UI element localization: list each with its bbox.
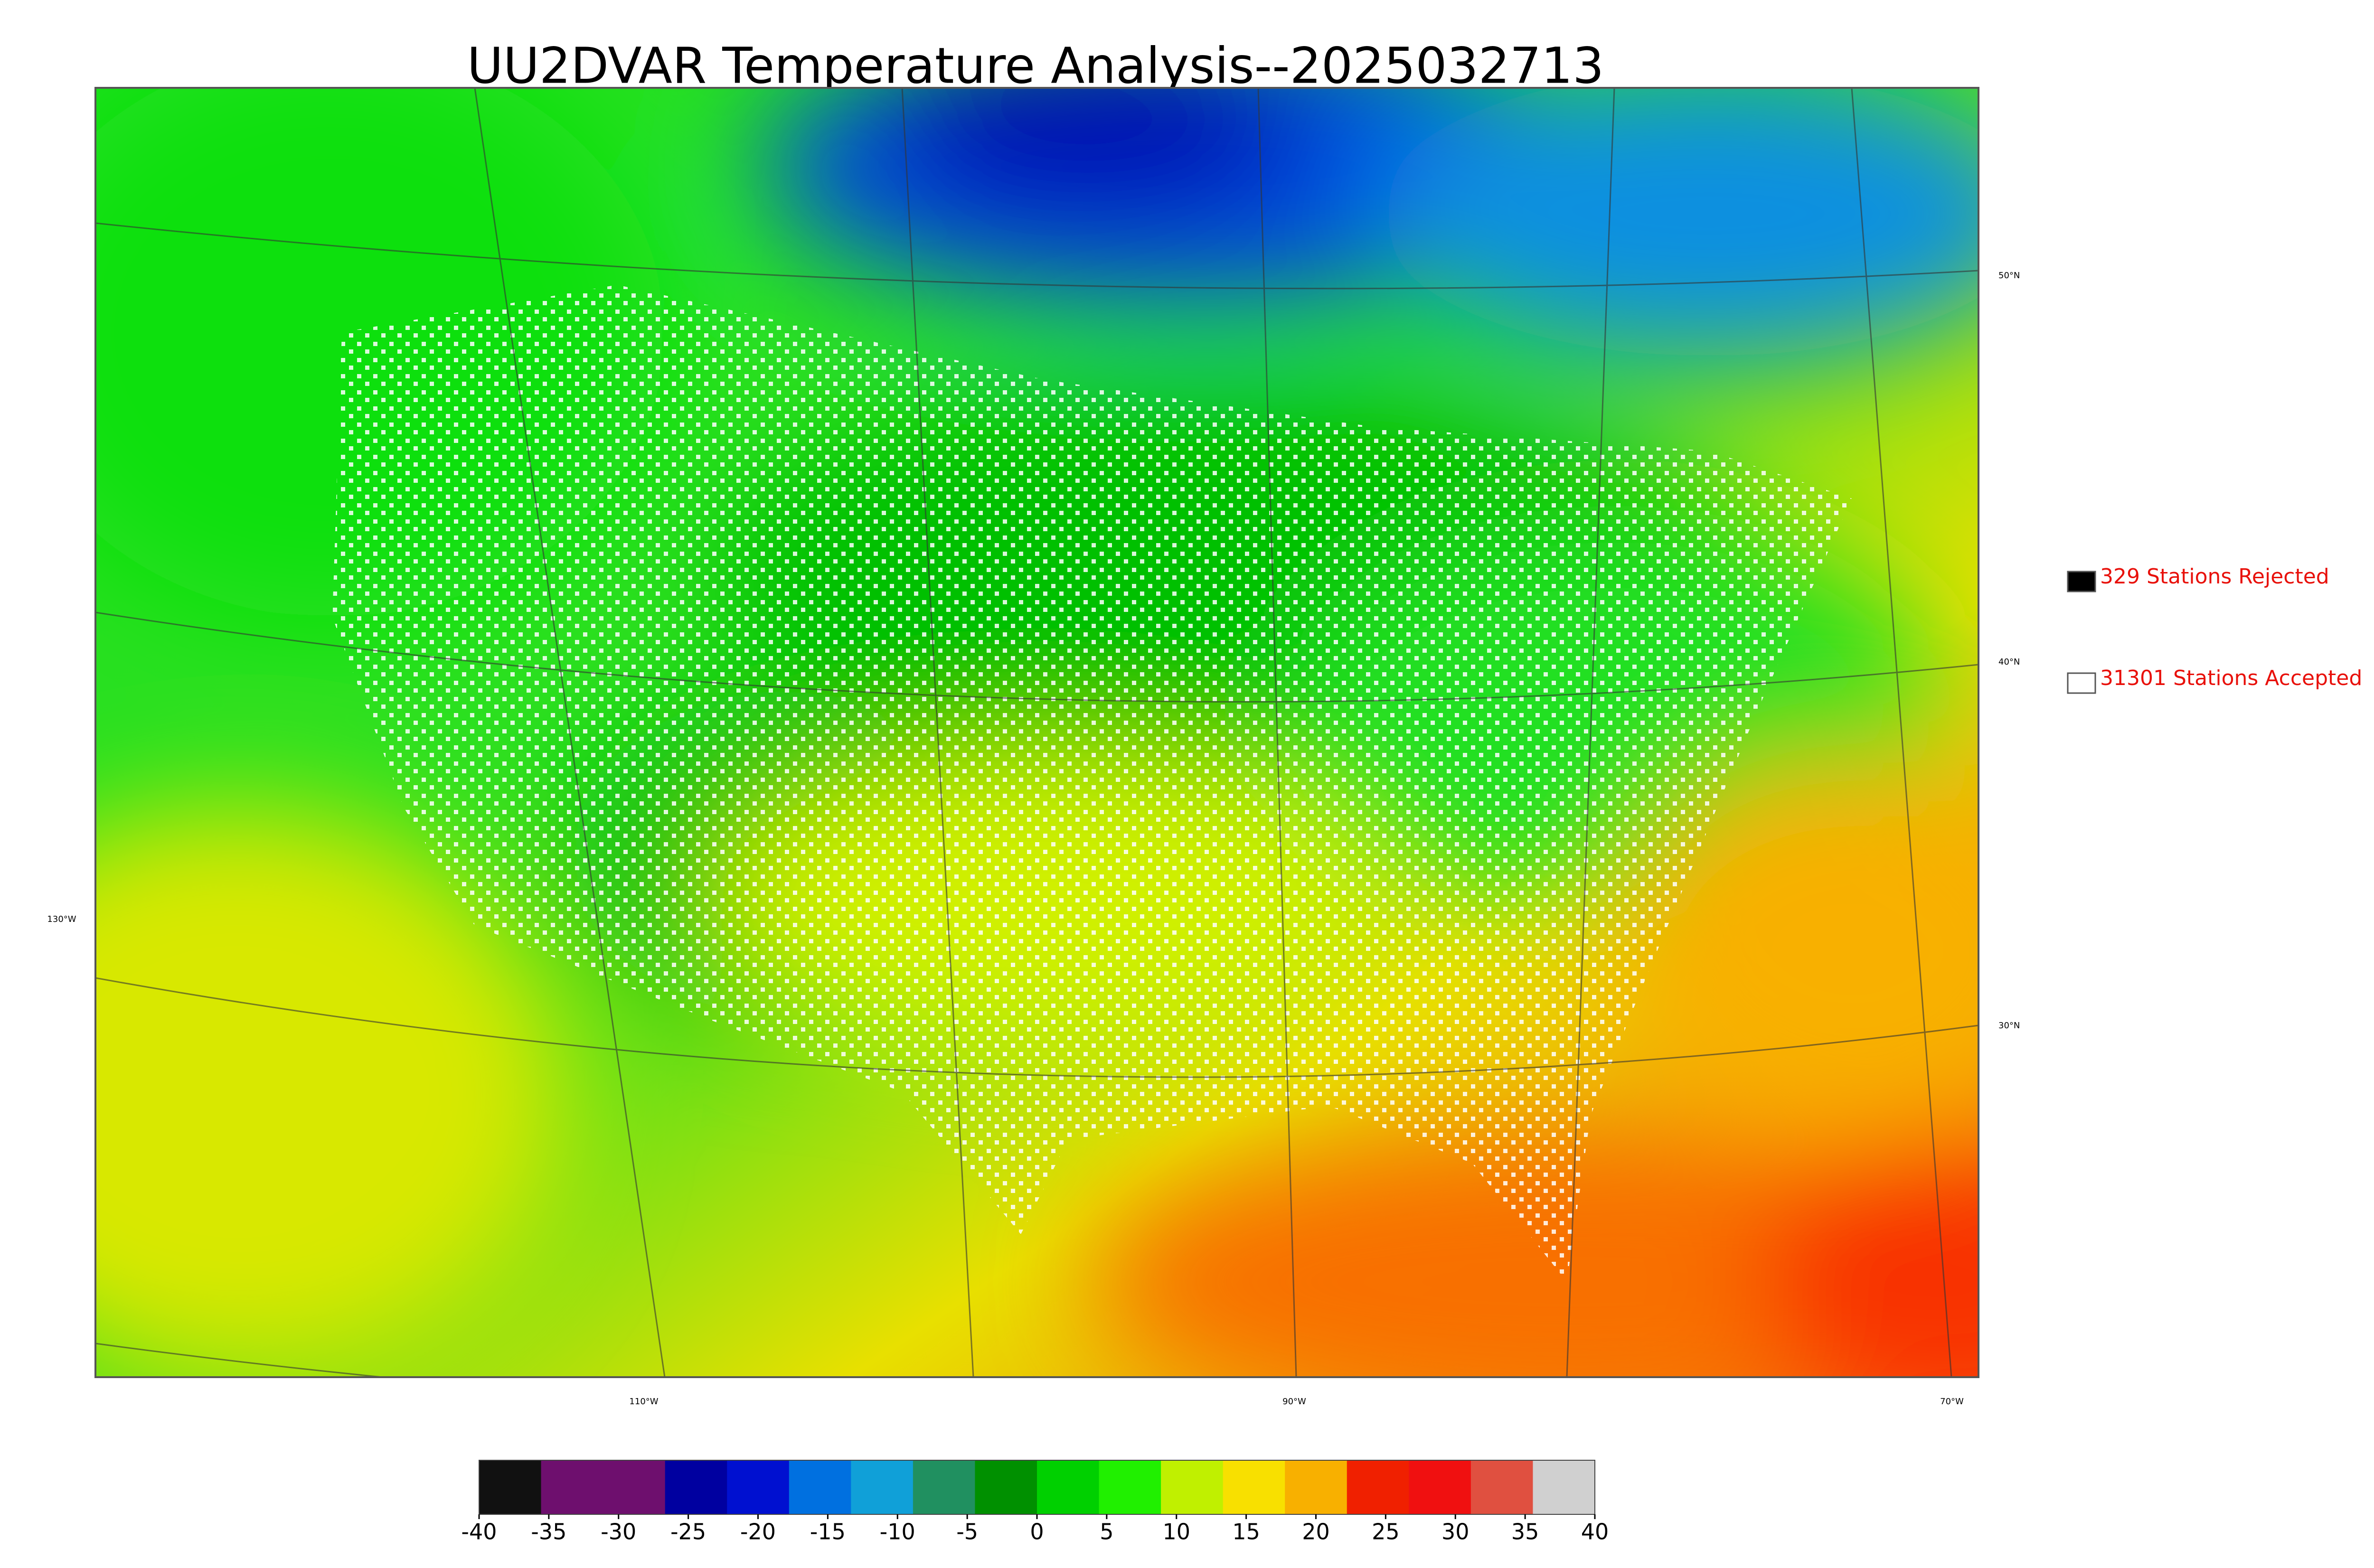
colorbar-segment	[913, 1460, 976, 1514]
colorbar-segment	[727, 1460, 790, 1514]
colorbar-tick-label: -15	[810, 1519, 846, 1545]
colorbar-tick-label: 25	[1372, 1519, 1400, 1545]
colorbar-tick-label: 20	[1302, 1519, 1330, 1545]
colorbar-tick-label: -30	[601, 1519, 636, 1545]
longitude-label: 110°W	[629, 1397, 658, 1407]
colorbar-tick-label: -40	[461, 1519, 497, 1545]
colorbar-segment	[975, 1460, 1037, 1514]
colorbar-tick-label: 35	[1511, 1519, 1539, 1545]
longitude-label: 130°W	[47, 914, 76, 924]
colorbar-segment	[479, 1460, 542, 1514]
legend-swatch	[2067, 672, 2096, 694]
colorbar-segment	[1409, 1460, 1471, 1514]
legend-label: 329 Stations Rejected	[2100, 564, 2329, 589]
colorbar-tick-label: 30	[1441, 1519, 1470, 1545]
longitude-label: 70°W	[1940, 1397, 1964, 1407]
colorbar-segment	[1347, 1460, 1410, 1514]
colorbar-tick-label: -25	[670, 1519, 706, 1545]
colorbar-tick-label: 0	[1030, 1519, 1044, 1545]
colorbar-segment	[1099, 1460, 1162, 1514]
colorbar-tick-label: -10	[880, 1519, 915, 1545]
colorbar-tick-label: -5	[956, 1519, 978, 1545]
colorbar-segment	[1533, 1460, 1595, 1514]
legend-label: 31301 Stations Accepted	[2100, 666, 2362, 690]
colorbar-tick-label: 10	[1162, 1519, 1190, 1545]
colorbar-tick-label: 15	[1232, 1519, 1260, 1545]
colorbar-tick-label: -35	[531, 1519, 566, 1545]
legend: 329 Stations Rejected 31301 Stations Acce…	[2067, 564, 2362, 694]
colorbar-tick-label: -20	[740, 1519, 776, 1545]
colorbar-tick-label: 40	[1581, 1519, 1609, 1545]
colorbar-tick-label: 5	[1100, 1519, 1113, 1545]
colorbar-segment	[851, 1460, 914, 1514]
latitude-label: 50°N	[1998, 271, 2020, 281]
map-frame	[94, 87, 1979, 1378]
longitude-label: 90°W	[1282, 1397, 1306, 1407]
colorbar-segment	[1161, 1460, 1224, 1514]
colorbar-segment	[789, 1460, 852, 1514]
colorbar-segment	[1037, 1460, 1100, 1514]
latitude-label: 30°N	[1998, 1021, 2020, 1031]
legend-swatch	[2067, 571, 2096, 592]
colorbar-segment	[1285, 1460, 1347, 1514]
map-title: UU2DVAR Temperature Analysis--2025032713	[467, 37, 1604, 94]
temperature-field	[95, 88, 1978, 1377]
colorbar-segment	[541, 1460, 604, 1514]
latitude-label: 40°N	[1998, 657, 2020, 667]
colorbar-segment	[603, 1460, 666, 1514]
colorbar-segment	[1470, 1460, 1534, 1514]
colorbar-segment	[1223, 1460, 1286, 1514]
colorbar-segment	[665, 1460, 728, 1514]
graticule-labels: 50°N 40°N 30°N 130°W 110°W 90°W 70°W	[47, 271, 2020, 1407]
colorbar: -40 -35 -30 -25 -20 -15 -10 -5 0 5 10 15 20 25 30 35 40	[461, 1460, 1609, 1545]
